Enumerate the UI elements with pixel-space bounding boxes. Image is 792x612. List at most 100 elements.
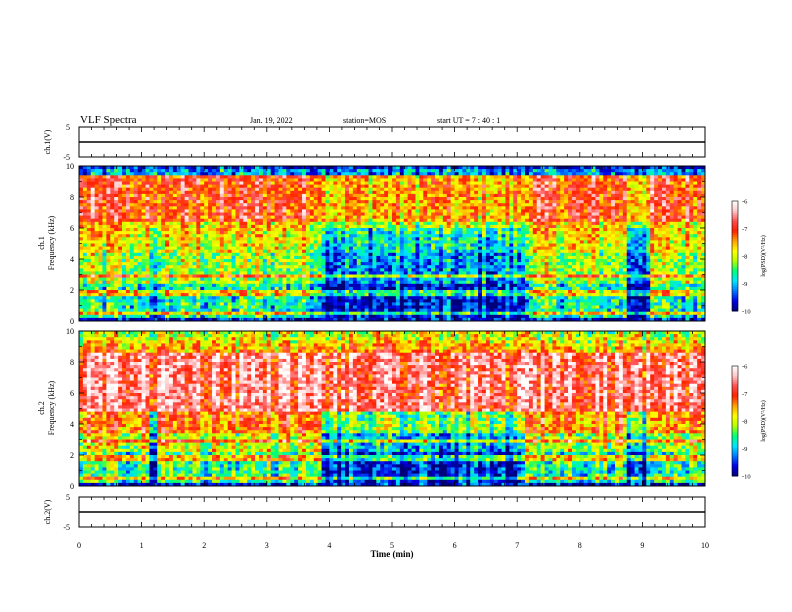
- spectrogram-cell: [305, 249, 311, 254]
- spectrogram-cell: [184, 197, 190, 201]
- spectrogram-cell: [122, 299, 127, 303]
- spectrogram-cell: [266, 206, 272, 210]
- spectrogram-cell: [341, 224, 346, 229]
- spectrogram-cell: [184, 169, 190, 173]
- spectrogram-cell: [329, 197, 334, 201]
- spectrogram-cell: [153, 187, 158, 192]
- spectrogram-cell: [423, 190, 428, 195]
- spectrogram-cell: [411, 190, 417, 195]
- spectrogram-cell: [415, 286, 420, 291]
- spectrogram-cell: [360, 277, 366, 282]
- spectrogram-cell: [176, 221, 182, 226]
- spectrogram-cell: [341, 237, 346, 241]
- spectrogram-cell: [188, 224, 194, 229]
- spectrogram-cell: [125, 308, 131, 313]
- spectrogram-cell: [278, 209, 284, 214]
- spectrogram-cell: [368, 268, 374, 272]
- spectrogram-cell: [122, 228, 127, 232]
- spectrogram-cell: [79, 209, 84, 214]
- spectrogram-cell: [102, 231, 107, 235]
- spectrogram-cell: [204, 193, 209, 198]
- spectrogram-cell: [298, 299, 303, 303]
- spectrogram-cell: [317, 246, 323, 251]
- spectrogram-cell: [290, 169, 295, 173]
- spectrogram-cell: [325, 169, 330, 173]
- spectrogram-cell: [79, 280, 84, 285]
- spectrogram-cell: [133, 197, 139, 201]
- spectrogram-cell: [423, 296, 428, 300]
- spectrogram-cell: [145, 215, 151, 220]
- spectrogram-cell: [329, 262, 334, 266]
- spectrogram-cell: [188, 193, 194, 198]
- spectrogram-cell: [427, 305, 432, 310]
- spectrogram-cell: [305, 228, 311, 232]
- spectrogram-cell: [372, 265, 377, 269]
- spectrogram-cell: [384, 259, 389, 263]
- spectrogram-cell: [286, 178, 291, 183]
- spectrogram-cell: [380, 296, 385, 300]
- spectrogram-cell: [442, 224, 448, 229]
- spectrogram-cell: [239, 175, 244, 179]
- spectrogram-cell: [435, 237, 440, 241]
- spectrogram-cell: [161, 212, 166, 217]
- spectrogram-cell: [419, 187, 424, 192]
- spectrogram-cell: [145, 172, 151, 176]
- spectrogram-cell: [294, 296, 299, 300]
- spectrogram-cell: [223, 280, 229, 285]
- spectrogram-cell: [286, 314, 291, 319]
- spectrogram-cell: [102, 190, 107, 195]
- spectrogram-cell: [348, 237, 354, 241]
- spectrogram-cell: [321, 212, 327, 217]
- spectrogram-cell: [223, 265, 229, 269]
- spectrogram-cell: [407, 293, 413, 297]
- spectrogram-cell: [161, 166, 166, 170]
- spectrogram-cell: [149, 203, 154, 207]
- spectrogram-cell: [239, 234, 244, 238]
- spectrogram-cell: [290, 197, 295, 201]
- spectrogram-cell: [368, 265, 374, 269]
- spectrogram-cell: [145, 184, 151, 189]
- spectrogram-cell: [149, 296, 154, 300]
- spectrogram-cell: [348, 296, 354, 300]
- spectrogram-cell: [305, 240, 311, 245]
- spectrogram-cell: [423, 237, 428, 241]
- spectrogram-cell: [262, 200, 268, 204]
- spectrogram-cell: [333, 308, 338, 313]
- spectrogram-cell: [352, 262, 358, 266]
- spectrogram-cell: [145, 249, 151, 254]
- spectrogram-cell: [184, 166, 190, 170]
- spectrogram-cell: [192, 224, 197, 229]
- spectrogram-cell: [188, 265, 194, 269]
- spectrogram-cell: [196, 308, 201, 313]
- spectrogram-cell: [157, 249, 162, 254]
- spectrogram-cell: [82, 246, 88, 251]
- spectrogram-cell: [231, 280, 237, 285]
- spectrogram-cell: [411, 259, 417, 263]
- spectrogram-cell: [392, 302, 397, 307]
- spectrogram-cell: [94, 209, 100, 214]
- spectrogram-cell: [329, 224, 334, 229]
- spectrogram-cell: [348, 228, 354, 232]
- spectrogram-cell: [125, 178, 131, 183]
- spectrogram-cell: [262, 305, 268, 310]
- spectrogram-cell: [262, 262, 268, 266]
- spectrogram-cell: [364, 193, 370, 198]
- spectrogram-cell: [188, 249, 194, 254]
- spectrogram-cell: [411, 209, 417, 214]
- spectrogram-cell: [231, 187, 237, 192]
- spectrogram-cell: [106, 299, 111, 303]
- spectrogram-cell: [212, 262, 217, 266]
- spectrogram-cell: [380, 243, 385, 248]
- spectrogram-cell: [247, 206, 252, 210]
- spectrogram-cell: [255, 203, 260, 207]
- spectrogram-cell: [356, 206, 362, 210]
- spectrogram-cell: [376, 234, 381, 238]
- spectrogram-cell: [145, 178, 151, 183]
- spectrogram-cell: [125, 221, 131, 226]
- spectrogram-cell: [438, 203, 444, 207]
- spectrogram-cell: [352, 184, 358, 189]
- spectrogram-cell: [118, 175, 123, 179]
- spectrogram-cell: [321, 231, 327, 235]
- spectrogram-cell: [94, 175, 100, 179]
- spectrogram-cell: [102, 246, 107, 251]
